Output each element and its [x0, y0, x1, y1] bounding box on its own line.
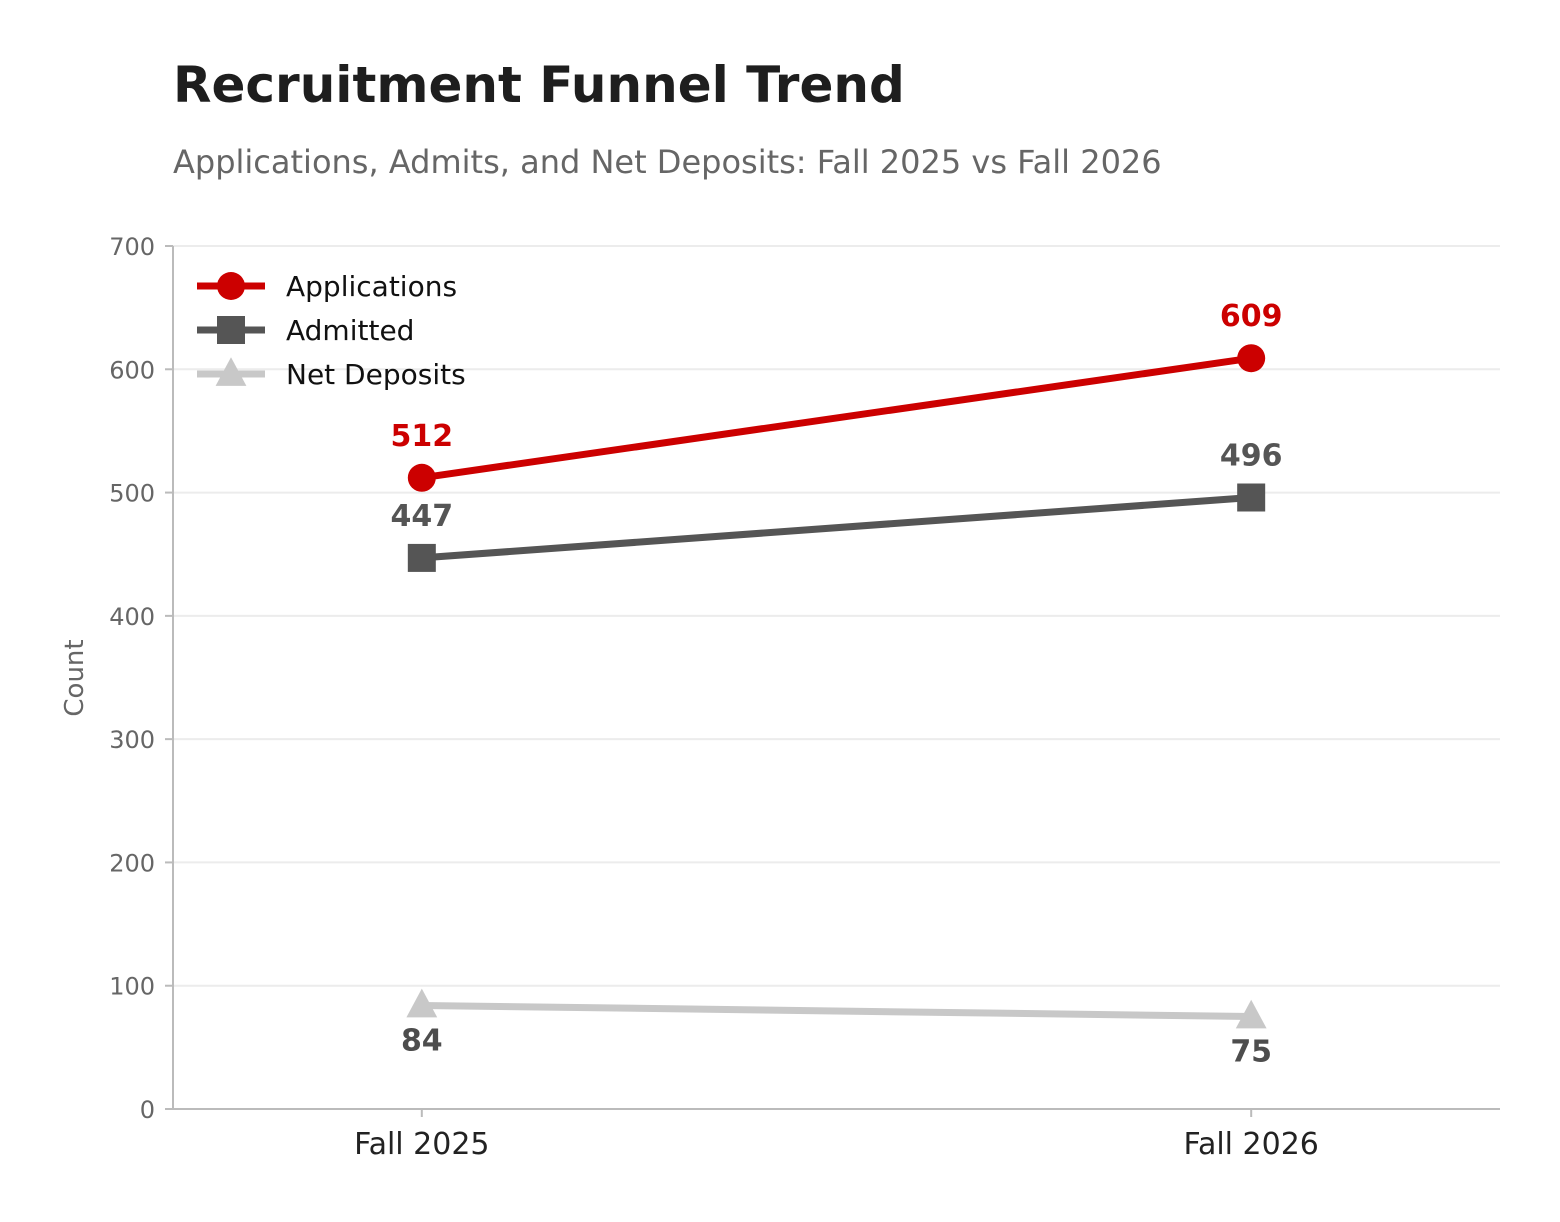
data-point-triangle [1235, 999, 1267, 1029]
y-tick-label: 500 [109, 480, 155, 508]
series-line-net-deposits [421, 1001, 1252, 1021]
y-tick-label: 600 [109, 356, 155, 384]
data-label: 447 [391, 499, 454, 534]
legend-label: Admitted [286, 314, 414, 347]
y-tick-label: 300 [109, 726, 155, 754]
axes: 0 100 200 300 400 500 600 700 Fall 2025 Fall 2026 [109, 233, 1500, 1162]
data-label: 496 [1220, 439, 1283, 474]
data-point-triangle [406, 988, 438, 1018]
chart-title: Recruitment Funnel Trend [173, 56, 905, 114]
y-axis-label: Count [60, 639, 90, 716]
gridlines [173, 245, 1500, 987]
series-group: 84 75 447 496 512 609 [391, 299, 1283, 1069]
data-label: 84 [401, 1023, 443, 1058]
legend-marker-square [217, 316, 245, 344]
y-tick-label: 700 [109, 233, 155, 261]
series-line-admitted [421, 494, 1252, 562]
data-label: 512 [391, 419, 454, 454]
legend-label: Net Deposits [286, 358, 466, 391]
y-tick-label: 200 [109, 849, 155, 877]
y-tick-label: 0 [140, 1096, 155, 1124]
x-tick-label: Fall 2025 [354, 1127, 489, 1162]
series-line-applications [421, 354, 1252, 482]
data-label: 75 [1230, 1035, 1272, 1070]
legend: Applications Admitted Net Deposits [197, 270, 466, 391]
legend-label: Applications [286, 270, 457, 303]
data-point-circle [407, 463, 436, 492]
chart-subtitle: Applications, Admits, and Net Deposits: … [173, 143, 1162, 181]
legend-marker-circle [217, 272, 245, 300]
data-point-square [407, 543, 436, 572]
data-label: 609 [1220, 299, 1283, 334]
legend-marker-triangle [215, 357, 247, 386]
y-tick-label: 100 [109, 973, 155, 1001]
data-point-square [1237, 483, 1266, 512]
y-tick-label: 400 [109, 603, 155, 631]
data-point-circle [1237, 344, 1266, 373]
x-tick-label: Fall 2026 [1183, 1127, 1318, 1162]
